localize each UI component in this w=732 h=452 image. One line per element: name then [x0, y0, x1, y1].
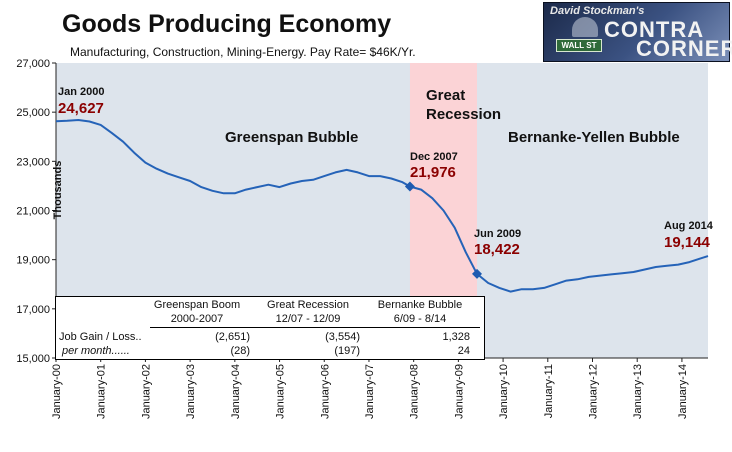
region-label: Recession	[426, 106, 501, 123]
x-tick-label: January-13	[632, 364, 644, 419]
y-tick-label: 21,000	[16, 206, 50, 218]
y-tick-label: 25,000	[16, 107, 50, 119]
annotation-date: Jun 2009	[474, 228, 521, 240]
stats-col-1-per-month: (28)	[230, 345, 250, 357]
logo-line-2: CONTRA	[604, 17, 705, 42]
region-label: Great	[426, 87, 465, 104]
region-label: Bernanke-Yellen Bubble	[508, 129, 680, 146]
annotation-date: Jan 2000	[58, 86, 104, 98]
x-tick-label: January-10	[498, 364, 510, 419]
y-tick-label: 23,000	[16, 156, 50, 168]
wall-street-sign-icon: WALL ST	[556, 39, 602, 52]
annotation-value: 24,627	[58, 100, 104, 117]
stats-col-1-gain: (2,651)	[215, 331, 250, 343]
stats-col-1-name: Greenspan Boom	[153, 299, 241, 311]
annotation-date: Aug 2014	[664, 220, 714, 232]
x-tick-label: January-12	[588, 364, 600, 419]
x-tick-label: January-00	[51, 364, 63, 419]
stats-col-1-period: 2000-2007	[170, 313, 224, 325]
x-tick-label: January-03	[185, 364, 197, 419]
x-tick-label: January-04	[230, 364, 242, 419]
annotation-date: Dec 2007	[410, 151, 458, 163]
logo-line-1: David Stockman's	[550, 5, 645, 17]
stats-col-2-name: Great Recession	[267, 299, 349, 311]
region-label: Greenspan Bubble	[225, 129, 358, 146]
stats-col-2-per-month: (197)	[334, 345, 360, 357]
stats-col-3-per-month: 24	[457, 345, 470, 357]
y-tick-label: 15,000	[16, 353, 50, 365]
chart-subtitle: Manufacturing, Construction, Mining-Ener…	[70, 45, 416, 59]
annotation-value: 19,144	[664, 234, 711, 251]
annotation-value: 21,976	[410, 164, 456, 181]
logo-line-3: CORNER	[636, 36, 732, 61]
stats-col-3-period: 6/09 - 8/14	[393, 313, 447, 325]
stats-col-2-period: 12/07 - 12/09	[275, 313, 341, 325]
axis-layer: 15,000 17,000 19,000 21,000 23,000 25,000 27,0…	[16, 58, 708, 419]
stats-row-gain-label: Job Gain / Loss..	[59, 331, 142, 343]
capitol-dome-icon	[572, 17, 598, 37]
stats-table: Greenspan Boom 2000-2007 Great Recession…	[55, 296, 485, 360]
data-marker	[404, 181, 415, 192]
x-tick-label: January-06	[319, 364, 331, 419]
y-axis-label: Thousands	[52, 161, 64, 220]
x-tick-label: January-01	[96, 364, 108, 419]
x-tick-label: January-02	[140, 364, 152, 419]
stats-col-3-gain: 1,328	[442, 331, 470, 343]
contra-corner-logo: David Stockman's CONTRA CORNER WALL ST	[543, 2, 732, 62]
y-tick-label: 19,000	[16, 255, 50, 267]
data-marker	[472, 268, 483, 279]
chart-title: Goods Producing Economy	[62, 10, 392, 38]
x-tick-label: January-14	[677, 364, 689, 419]
stats-row-month-label: per month......	[62, 345, 130, 357]
stats-col-3-name: Bernanke Bubble	[377, 299, 463, 311]
x-tick-label: January-11	[543, 364, 555, 418]
annotation-value: 18,422	[474, 241, 520, 258]
y-tick-label: 27,000	[16, 58, 50, 70]
stats-col-2-gain: (3,554)	[325, 331, 360, 343]
x-tick-label: January-05	[275, 364, 287, 419]
x-tick-label: January-08	[409, 364, 421, 419]
series-layer	[55, 119, 709, 293]
x-tick-label: January-09	[453, 364, 465, 419]
stats-header-rule	[150, 327, 480, 328]
y-tick-label: 17,000	[16, 304, 50, 316]
series-line	[55, 119, 709, 293]
x-tick-label: January-07	[364, 364, 376, 419]
